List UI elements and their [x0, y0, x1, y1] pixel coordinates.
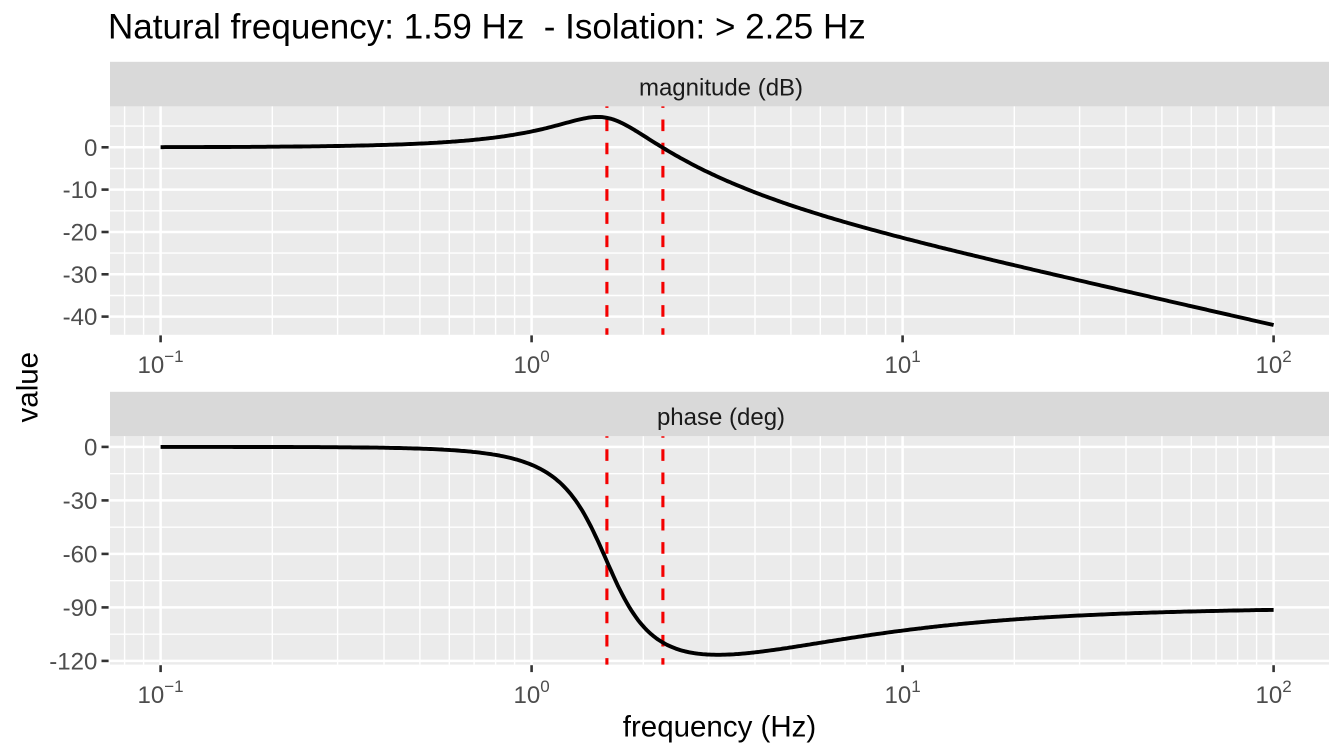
svg-text:magnitude (dB): magnitude (dB) [639, 74, 803, 101]
svg-text:10−1: 10−1 [138, 347, 184, 379]
svg-text:10−1: 10−1 [138, 677, 184, 709]
svg-text:-120: -120 [49, 649, 97, 676]
svg-text:value: value [12, 352, 45, 423]
svg-text:-60: -60 [63, 542, 98, 569]
svg-text:0: 0 [84, 435, 97, 462]
svg-text:-30: -30 [63, 488, 98, 515]
svg-text:-40: -40 [63, 304, 98, 331]
svg-text:phase (deg): phase (deg) [657, 404, 785, 431]
svg-text:-30: -30 [63, 262, 98, 289]
svg-text:Natural frequency: 1.59 Hz -: Natural frequency: 1.59 Hz - Isolation: … [108, 8, 866, 47]
svg-text:frequency (Hz): frequency (Hz) [623, 710, 816, 743]
svg-text:-10: -10 [63, 177, 98, 204]
svg-text:-20: -20 [63, 220, 98, 247]
svg-text:0: 0 [84, 135, 97, 162]
svg-text:-90: -90 [63, 595, 98, 622]
